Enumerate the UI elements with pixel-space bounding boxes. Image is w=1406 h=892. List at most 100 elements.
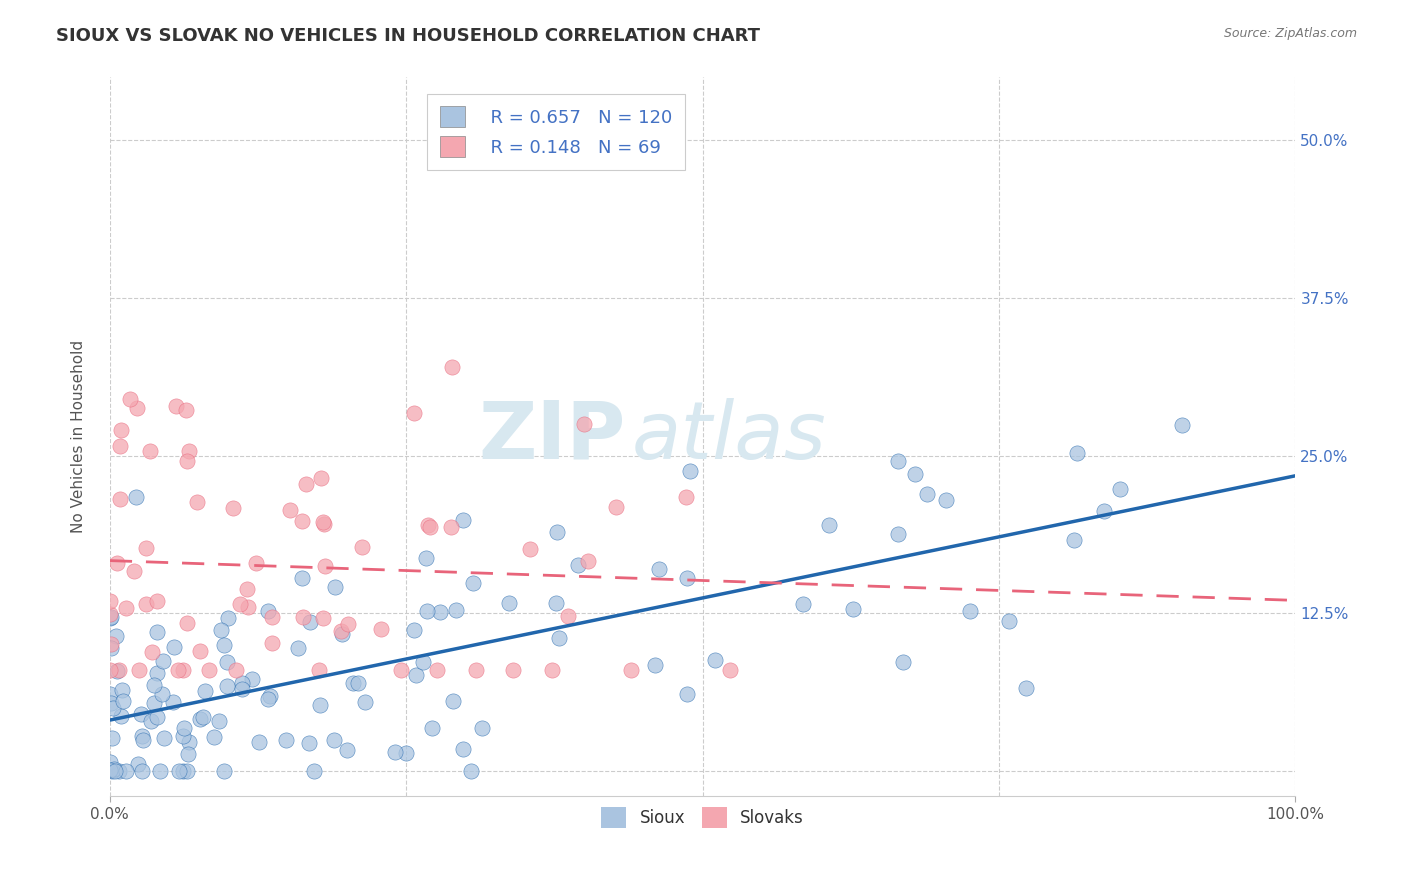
Point <box>465 663 488 677</box>
Point <box>429 605 451 619</box>
Point <box>131 729 153 743</box>
Point <box>1015 681 1038 696</box>
Point <box>440 520 463 534</box>
Point <box>572 417 595 431</box>
Y-axis label: No Vehicles in Household: No Vehicles in Household <box>72 340 86 533</box>
Point <box>718 663 741 677</box>
Point <box>139 444 162 458</box>
Point <box>644 658 666 673</box>
Point <box>176 764 198 778</box>
Point <box>115 764 138 778</box>
Point <box>278 503 301 517</box>
Point <box>188 644 211 658</box>
Point <box>330 627 353 641</box>
Point <box>111 683 134 698</box>
Point <box>128 663 150 677</box>
Point <box>309 471 332 485</box>
Point <box>322 732 344 747</box>
Point <box>142 696 165 710</box>
Point <box>419 519 441 533</box>
Point <box>108 764 131 778</box>
Point <box>105 556 128 570</box>
Text: SIOUX VS SLOVAK NO VEHICLES IN HOUSEHOLD CORRELATION CHART: SIOUX VS SLOVAK NO VEHICLES IN HOUSEHOLD… <box>56 27 761 45</box>
Point <box>162 695 184 709</box>
Point <box>139 714 162 728</box>
Point <box>453 513 475 527</box>
Point <box>904 467 927 481</box>
Point <box>110 709 132 723</box>
Point <box>217 611 239 625</box>
Point <box>98 755 121 769</box>
Point <box>149 764 172 778</box>
Point <box>105 629 128 643</box>
Point <box>100 697 122 711</box>
Point <box>231 676 253 690</box>
Point <box>354 695 377 709</box>
Point <box>384 745 406 759</box>
Point <box>548 631 571 645</box>
Point <box>336 742 359 756</box>
Point <box>115 601 138 615</box>
Point <box>172 764 194 778</box>
Point <box>141 645 163 659</box>
Point <box>329 624 352 639</box>
Point <box>471 721 494 735</box>
Point <box>441 360 464 375</box>
Point <box>842 602 865 616</box>
Point <box>426 663 449 677</box>
Point <box>212 638 235 652</box>
Point <box>98 594 121 608</box>
Point <box>389 663 412 677</box>
Point <box>420 721 443 735</box>
Point <box>935 492 957 507</box>
Legend: Sioux, Slovaks: Sioux, Slovaks <box>595 801 811 835</box>
Text: Source: ZipAtlas.com: Source: ZipAtlas.com <box>1223 27 1357 40</box>
Point <box>103 762 125 776</box>
Point <box>1066 445 1088 459</box>
Point <box>108 439 131 453</box>
Point <box>167 764 190 778</box>
Point <box>101 731 124 746</box>
Point <box>347 676 370 690</box>
Point <box>104 764 127 778</box>
Point <box>441 694 464 708</box>
Point <box>418 518 440 533</box>
Point <box>292 610 315 624</box>
Point <box>619 663 641 677</box>
Point <box>312 611 335 625</box>
Point <box>100 637 122 651</box>
Point <box>259 690 281 704</box>
Point <box>153 731 176 745</box>
Point <box>1171 417 1194 432</box>
Point <box>111 694 134 708</box>
Point <box>131 764 153 778</box>
Point <box>336 617 359 632</box>
Point <box>260 610 283 624</box>
Point <box>394 747 416 761</box>
Point <box>1108 482 1130 496</box>
Point <box>135 597 157 611</box>
Text: atlas: atlas <box>631 398 827 475</box>
Point <box>502 663 524 677</box>
Point <box>98 663 121 677</box>
Point <box>176 454 198 468</box>
Point <box>240 672 263 686</box>
Point <box>997 614 1019 628</box>
Point <box>576 554 599 568</box>
Point <box>276 733 298 747</box>
Point <box>165 399 187 413</box>
Point <box>120 392 142 406</box>
Point <box>125 490 148 504</box>
Point <box>101 701 124 715</box>
Point <box>100 610 122 624</box>
Point <box>676 688 699 702</box>
Point <box>105 665 128 679</box>
Point <box>98 688 121 702</box>
Point <box>127 756 149 771</box>
Point <box>557 609 579 624</box>
Point <box>544 596 567 610</box>
Point <box>678 464 700 478</box>
Point <box>202 730 225 744</box>
Point <box>229 597 252 611</box>
Point <box>308 663 330 677</box>
